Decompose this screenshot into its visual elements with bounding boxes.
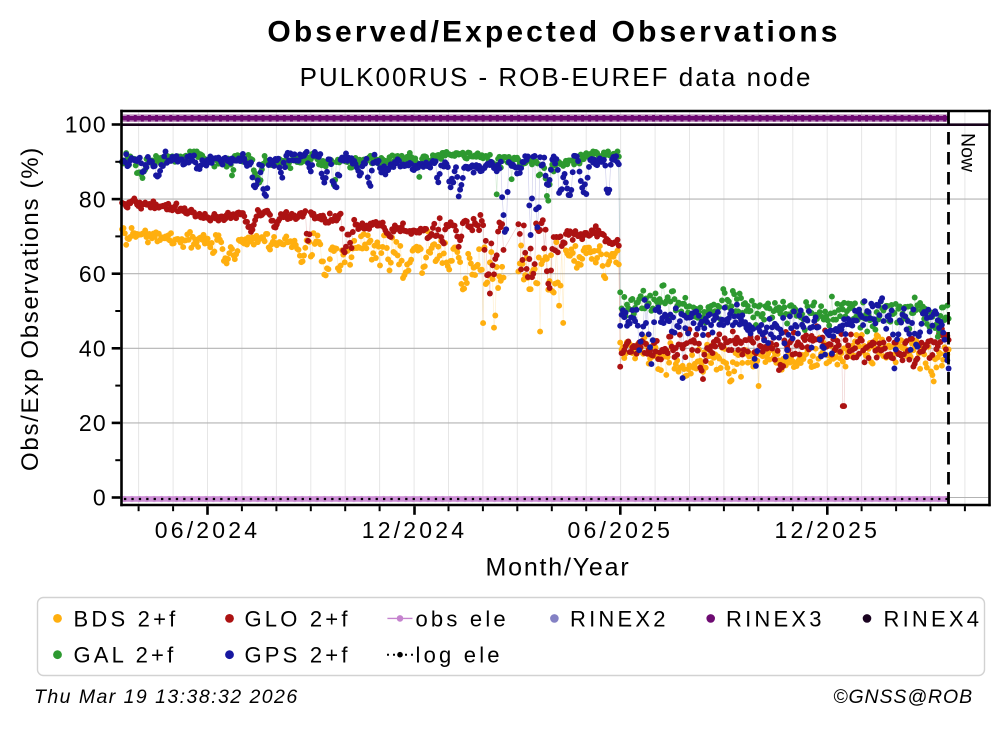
svg-text:BDS 2+f: BDS 2+f: [74, 606, 179, 631]
svg-text:100: 100: [65, 112, 107, 138]
svg-text:Observed/Expected Observations: Observed/Expected Observations: [267, 16, 840, 49]
svg-text:RINEX3: RINEX3: [726, 606, 825, 631]
svg-text:GAL 2+f: GAL 2+f: [74, 643, 177, 668]
svg-text:06/2025: 06/2025: [568, 517, 674, 543]
svg-text:Month/Year: Month/Year: [486, 554, 631, 582]
svg-text:GPS 2+f: GPS 2+f: [245, 643, 351, 668]
svg-text:40: 40: [79, 336, 107, 362]
svg-text:0: 0: [93, 485, 107, 511]
svg-text:12/2024: 12/2024: [362, 517, 468, 543]
svg-text:60: 60: [79, 261, 107, 287]
svg-text:GLO 2+f: GLO 2+f: [245, 606, 351, 631]
svg-text:Obs/Exp Observations (%): Obs/Exp Observations (%): [17, 146, 44, 471]
svg-text:RINEX2: RINEX2: [570, 606, 669, 631]
svg-text:Thu Mar 19 13:38:32 2026: Thu Mar 19 13:38:32 2026: [34, 686, 299, 708]
svg-text:PULK00RUS - ROB-EUREF data nod: PULK00RUS - ROB-EUREF data node: [300, 62, 813, 92]
svg-text:©GNSS@ROB: ©GNSS@ROB: [833, 686, 973, 708]
svg-text:80: 80: [79, 186, 107, 212]
svg-text:20: 20: [79, 410, 107, 436]
svg-text:Now: Now: [957, 133, 979, 173]
svg-text:06/2024: 06/2024: [155, 517, 261, 543]
svg-text:obs ele: obs ele: [416, 606, 509, 631]
svg-text:12/2025: 12/2025: [775, 517, 881, 543]
svg-text:log ele: log ele: [416, 643, 503, 668]
svg-text:RINEX4: RINEX4: [884, 606, 983, 631]
